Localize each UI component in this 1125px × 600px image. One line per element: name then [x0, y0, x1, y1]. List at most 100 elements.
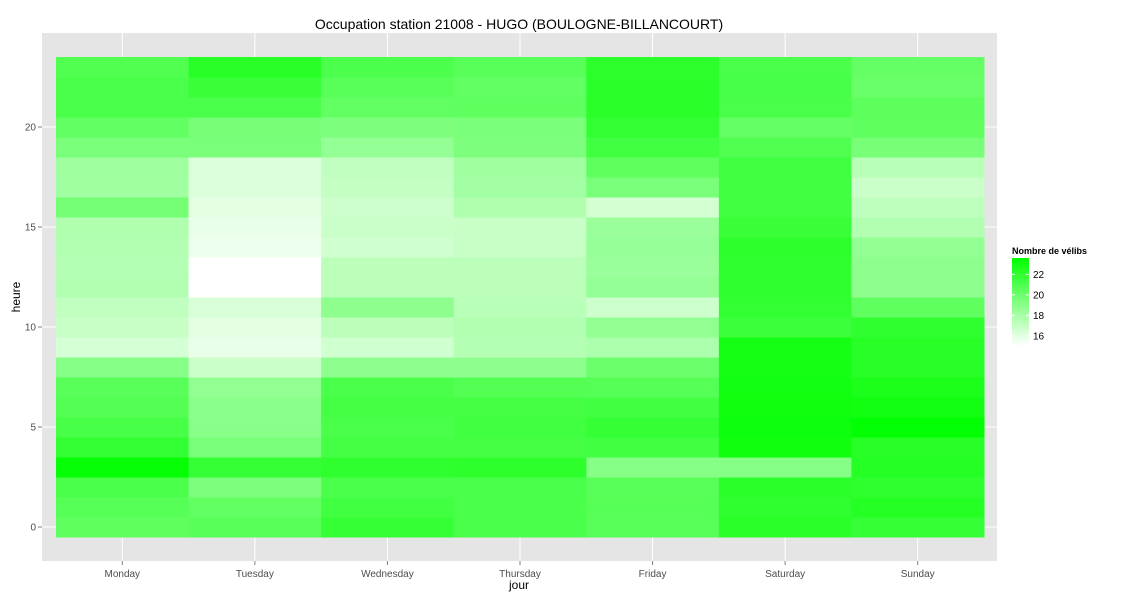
heatmap-cell [56, 217, 190, 238]
heatmap-cell [188, 357, 322, 378]
heatmap-cell [718, 77, 852, 98]
heatmap-cell [321, 197, 455, 218]
heatmap-cell [188, 477, 322, 498]
heatmap-cell [718, 277, 852, 298]
heatmap-cell [453, 437, 587, 458]
heatmap-cell [718, 437, 852, 458]
heatmap-cell [453, 477, 587, 498]
heatmap-cell [453, 277, 587, 298]
heatmap-cell [718, 457, 852, 478]
heatmap-cell [321, 117, 455, 138]
heatmap-cell [718, 337, 852, 358]
x-axis-title: jour [508, 578, 529, 592]
heatmap-cell [851, 477, 985, 498]
heatmap-cell [453, 257, 587, 278]
heatmap-cell [586, 297, 720, 318]
heatmap-cell [851, 377, 985, 398]
heatmap-cell [56, 57, 190, 78]
heatmap-cell [321, 477, 455, 498]
legend-tick-label: 18 [1033, 311, 1045, 322]
heatmap-cell [56, 117, 190, 138]
heatmap-cell [586, 137, 720, 158]
heatmap-cell [453, 97, 587, 118]
heatmap-cell [56, 517, 190, 538]
heatmap-cell [56, 177, 190, 198]
heatmap-cell [321, 317, 455, 338]
heatmap-cell [851, 77, 985, 98]
heatmap-cell [586, 417, 720, 438]
heatmap-cell [56, 297, 190, 318]
heatmap-cell [321, 157, 455, 178]
y-tick-label: 5 [30, 423, 36, 434]
x-tick-label: Wednesday [361, 569, 414, 580]
heatmap-cell [718, 377, 852, 398]
heatmap-cell [453, 297, 587, 318]
heatmap-cell [453, 377, 587, 398]
heatmap-cell [56, 237, 190, 258]
heatmap-cell [188, 57, 322, 78]
heatmap-cell [188, 437, 322, 458]
heatmap-cell [586, 397, 720, 418]
heatmap-cell [188, 177, 322, 198]
heatmap-cell [188, 297, 322, 318]
heatmap-cell [718, 477, 852, 498]
heatmap-cell [188, 317, 322, 338]
heatmap-cell [718, 297, 852, 318]
heatmap-cell [851, 177, 985, 198]
heatmap-cell [188, 497, 322, 518]
heatmap-cell [586, 157, 720, 178]
heatmap-cell [851, 97, 985, 118]
heatmap-cell [718, 237, 852, 258]
heatmap-cell [718, 197, 852, 218]
heatmap-cell [453, 57, 587, 78]
heatmap-cell [586, 97, 720, 118]
legend-ticks: 16 18 20 22 [1012, 270, 1045, 342]
heatmap-cell [321, 137, 455, 158]
heatmap-cell [56, 437, 190, 458]
heatmap-cell [188, 217, 322, 238]
heatmap-cell [56, 477, 190, 498]
heatmap-cell [321, 517, 455, 538]
heatmap-cell [586, 497, 720, 518]
heatmap-cell [56, 137, 190, 158]
heatmap-cell [718, 497, 852, 518]
heatmap-cell [851, 417, 985, 438]
heatmap-cell [453, 237, 587, 258]
chart-title: Occupation station 21008 - HUGO (BOULOGN… [315, 16, 723, 32]
heatmap-cell [718, 97, 852, 118]
heatmap-cell [188, 457, 322, 478]
heatmap-cell [321, 497, 455, 518]
heatmap-cell [851, 497, 985, 518]
heatmap-cell [188, 197, 322, 218]
heatmap-cell [188, 157, 322, 178]
heatmap-cell [321, 277, 455, 298]
heatmap-cell [188, 237, 322, 258]
heatmap-cell [718, 517, 852, 538]
heatmap-cell [453, 397, 587, 418]
heatmap-cell [586, 57, 720, 78]
heatmap-cell [718, 57, 852, 78]
heatmap-cell [718, 217, 852, 238]
heatmap-cell [321, 457, 455, 478]
heatmap-cell [188, 397, 322, 418]
heatmap-cell [56, 197, 190, 218]
heatmap-cell [188, 117, 322, 138]
heatmap-cell [586, 257, 720, 278]
heatmap-cell [321, 97, 455, 118]
heatmap-cell [851, 397, 985, 418]
heatmap-cell [321, 357, 455, 378]
heatmap-cell [56, 317, 190, 338]
x-tick-label: Tuesday [236, 569, 274, 580]
heatmap-cell [56, 417, 190, 438]
heatmap-cell [453, 117, 587, 138]
heatmap-cell [851, 197, 985, 218]
heatmap-cell [56, 377, 190, 398]
heatmap-cell [321, 177, 455, 198]
heatmap-cell [453, 197, 587, 218]
heatmap-cell [851, 337, 985, 358]
heatmap-cell [586, 517, 720, 538]
legend-tick-label: 16 [1033, 331, 1045, 342]
y-tick-label: 20 [25, 123, 37, 134]
x-tick-label: Friday [639, 569, 667, 580]
heatmap-cell [321, 297, 455, 318]
